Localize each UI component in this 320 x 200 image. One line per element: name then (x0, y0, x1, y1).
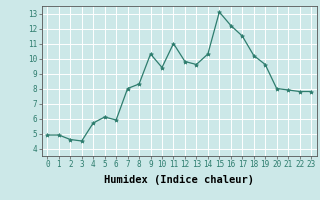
X-axis label: Humidex (Indice chaleur): Humidex (Indice chaleur) (104, 175, 254, 185)
